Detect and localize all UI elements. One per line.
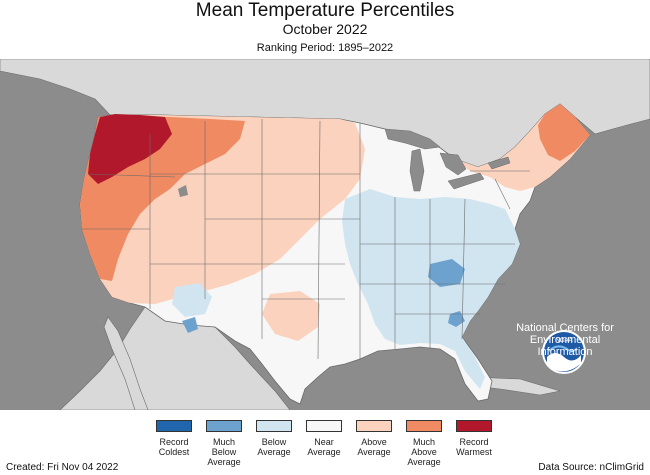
ranking-period: Ranking Period: 1895–2022 — [256, 42, 394, 54]
lake-erie — [447, 172, 485, 190]
legend-swatch-above — [356, 420, 392, 432]
lake-huron — [439, 152, 467, 176]
below-average-southwest-patch — [172, 283, 212, 317]
state-boundaries — [82, 119, 530, 360]
legend-swatch-much-above — [406, 420, 442, 432]
baja-landmass — [103, 316, 149, 410]
legend-swatch-near — [306, 420, 342, 432]
legend-item-above: Above Average — [346, 420, 402, 457]
lake-michigan — [409, 148, 425, 192]
ncei-line-2: Environmental — [529, 334, 601, 346]
legend: Record Coldest Much Below Average Below … — [0, 420, 650, 470]
above-average-texas-patch — [262, 291, 320, 341]
legend-item-near: Near Average — [296, 420, 352, 457]
legend-item-much-above: Much Above Average — [396, 420, 452, 467]
map-title: Mean Temperature Percentiles — [195, 0, 455, 21]
map-subtitle: October 2022 — [282, 21, 368, 37]
ncei-line-3: Information — [537, 346, 593, 358]
much-above-average-maine — [538, 104, 590, 161]
ncei-line-1: National Centers for — [516, 322, 614, 334]
legend-item-much-below: Much Below Average — [196, 420, 252, 467]
record-warmest-northwest — [88, 114, 172, 184]
created-date: Created: Fri Nov 04 2022 — [6, 462, 119, 473]
legend-item-below: Below Average — [246, 420, 302, 457]
lake-superior — [384, 128, 441, 150]
legend-swatch-record-warmest — [456, 420, 492, 432]
legend-swatch-record-coldest — [156, 420, 192, 432]
legend-item-record-coldest: Record Coldest — [146, 420, 202, 457]
much-below-average-georgia — [448, 311, 465, 327]
us-temperature-map — [0, 59, 650, 410]
noaa-logo-text: NOAA — [555, 338, 572, 344]
below-average-southeast — [342, 189, 520, 389]
data-source: Data Source: nClimGrid — [538, 462, 644, 473]
legend-item-record-warmest: Record Warmest — [446, 420, 502, 457]
noaa-logo: NOAA — [542, 330, 586, 374]
map-area: NOAA National Centers for Environmental … — [0, 59, 650, 410]
much-below-average-tennessee — [428, 259, 465, 287]
legend-swatch-below — [256, 420, 292, 432]
legend-swatch-much-below — [206, 420, 242, 432]
ncei-label: National Centers for Environmental Infor… — [505, 322, 625, 358]
much-below-average-arizona — [182, 317, 198, 333]
lake-ontario — [487, 156, 511, 170]
great-salt-lake — [178, 185, 188, 197]
